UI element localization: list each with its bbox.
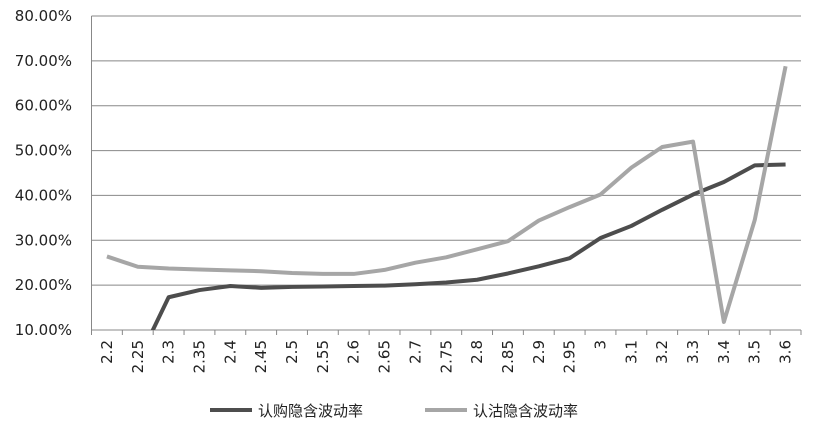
x-tick-label: 2.75 bbox=[437, 340, 455, 373]
x-tick-label: 2.65 bbox=[376, 340, 394, 373]
x-tick-label: 2.3 bbox=[160, 340, 178, 364]
x-tick-label: 2.4 bbox=[221, 340, 239, 364]
y-tick-label: 30.00% bbox=[15, 231, 72, 249]
y-tick-label: 60.00% bbox=[15, 97, 72, 115]
y-tick-label: 70.00% bbox=[15, 52, 72, 70]
y-tick-label: 20.00% bbox=[15, 276, 72, 294]
x-tick-label: 2.95 bbox=[561, 340, 579, 373]
legend-label: 认沽隐含波动率 bbox=[473, 402, 578, 420]
x-tick-label: 2.35 bbox=[190, 340, 208, 373]
x-tick-label: 3.6 bbox=[777, 340, 795, 364]
x-tick-label: 2.5 bbox=[283, 340, 301, 364]
series-line bbox=[106, 65, 788, 324]
x-tick-label: 2.45 bbox=[252, 340, 270, 373]
x-tick-label: 2.25 bbox=[129, 340, 147, 373]
y-tick-label: 50.00% bbox=[15, 142, 72, 160]
x-tick-label: 3.1 bbox=[622, 340, 640, 364]
x-tick-label: 3.5 bbox=[746, 340, 764, 364]
x-tick-label: 3.4 bbox=[715, 340, 733, 364]
x-tick-label: 3 bbox=[591, 340, 609, 350]
y-tick-label: 40.00% bbox=[15, 186, 72, 204]
x-tick-label: 2.55 bbox=[314, 340, 332, 373]
y-tick-label: 80.00% bbox=[15, 7, 72, 25]
x-tick-label: 2.9 bbox=[530, 340, 548, 364]
series-line bbox=[150, 162, 786, 330]
x-tick-label: 2.6 bbox=[345, 340, 363, 364]
y-tick-label: 10.00% bbox=[15, 321, 72, 339]
x-tick-label: 2.7 bbox=[406, 340, 424, 364]
plot-area bbox=[106, 65, 788, 330]
x-tick-label: 2.2 bbox=[98, 340, 116, 364]
x-tick-label: 2.8 bbox=[468, 340, 486, 364]
x-tick-label: 2.85 bbox=[499, 340, 517, 373]
legend-label: 认购隐含波动率 bbox=[258, 402, 363, 420]
x-tick-label: 3.3 bbox=[684, 340, 702, 364]
x-tick-label: 3.2 bbox=[653, 340, 671, 364]
